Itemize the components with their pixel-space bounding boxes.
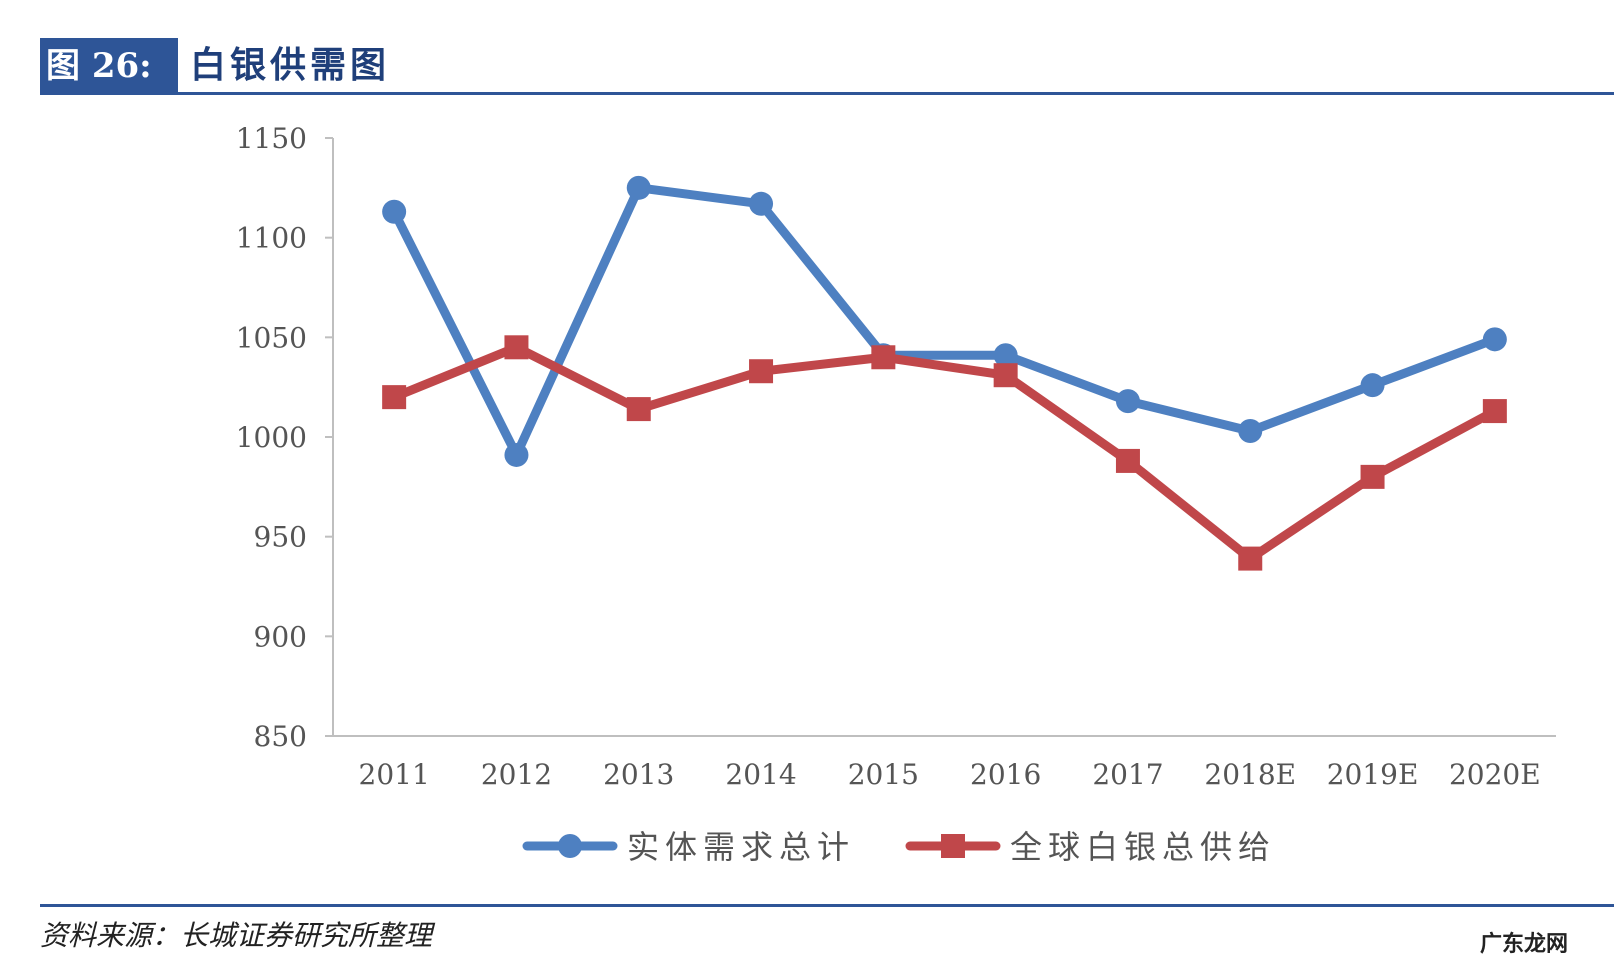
y-tick-label: 900: [254, 620, 307, 653]
series-1: [382, 175, 1507, 467]
data-point: [504, 442, 529, 467]
x-tick-label: 2011: [359, 758, 430, 791]
series-line: [389, 183, 1500, 460]
legend-item-2: 全球白银总供给: [905, 828, 1276, 866]
y-tick-label: 1000: [236, 421, 307, 454]
data-point: [993, 363, 1018, 388]
x-tick-label: 2016: [970, 758, 1041, 791]
data-point: [993, 343, 1018, 368]
legend-marker: [558, 834, 582, 858]
data-point: [1360, 373, 1385, 398]
x-tick-label: 2014: [725, 758, 796, 791]
x-tick-label: 2012: [481, 758, 552, 791]
source-note: 资料来源：长城证券研究所整理: [40, 919, 433, 952]
data-point: [871, 345, 896, 370]
data-point: [626, 397, 651, 422]
x-tick-label: 2019E: [1327, 758, 1419, 791]
x-tick-label: 2018E: [1204, 758, 1296, 791]
series-line: [389, 342, 1500, 564]
chart-axes: 850 900 950 1000 1050 1100 1150 2011 2012 2013 201…: [236, 122, 1556, 791]
data-point: [1115, 389, 1140, 414]
x-tick-label: 2020E: [1449, 758, 1541, 791]
y-tick-label: 950: [254, 521, 307, 554]
chart-series: [382, 175, 1507, 571]
data-point: [749, 191, 774, 216]
figure-title: 白银供需图: [190, 45, 391, 86]
watermark-logo: 广东龙网: [1480, 932, 1569, 957]
data-point: [1238, 546, 1263, 571]
data-point: [1482, 399, 1507, 424]
legend-label: 实体需求总计: [627, 828, 855, 866]
y-tick-label: 1100: [236, 222, 307, 255]
data-point: [1360, 464, 1385, 489]
data-point: [749, 359, 774, 384]
data-point: [1115, 448, 1140, 473]
legend-label: 全球白银总供给: [1010, 828, 1276, 866]
figure-number: 图 26:: [40, 38, 178, 94]
data-point: [1238, 419, 1263, 444]
header-divider: [40, 92, 1614, 95]
data-point: [382, 385, 407, 410]
series-2: [382, 335, 1507, 571]
y-tick-label: 1050: [236, 321, 307, 354]
figure-header: 图 26: 白银供需图: [40, 38, 1614, 96]
x-tick-label: 2017: [1092, 758, 1163, 791]
data-point: [382, 199, 407, 224]
data-point: [504, 335, 529, 360]
legend-item-1: 实体需求总计: [522, 828, 855, 866]
data-point: [1482, 327, 1507, 352]
chart-legend: 实体需求总计 全球白银总供给: [522, 828, 1276, 866]
footer-divider: [40, 904, 1614, 907]
line-chart: 850 900 950 1000 1050 1100 1150 2011 2012 2013 201…: [236, 122, 1556, 866]
x-tick-label: 2015: [848, 758, 919, 791]
y-tick-label: 1150: [236, 122, 307, 155]
legend-marker: [941, 834, 965, 858]
y-tick-label: 850: [254, 720, 307, 753]
x-tick-label: 2013: [603, 758, 674, 791]
data-point: [626, 175, 651, 200]
